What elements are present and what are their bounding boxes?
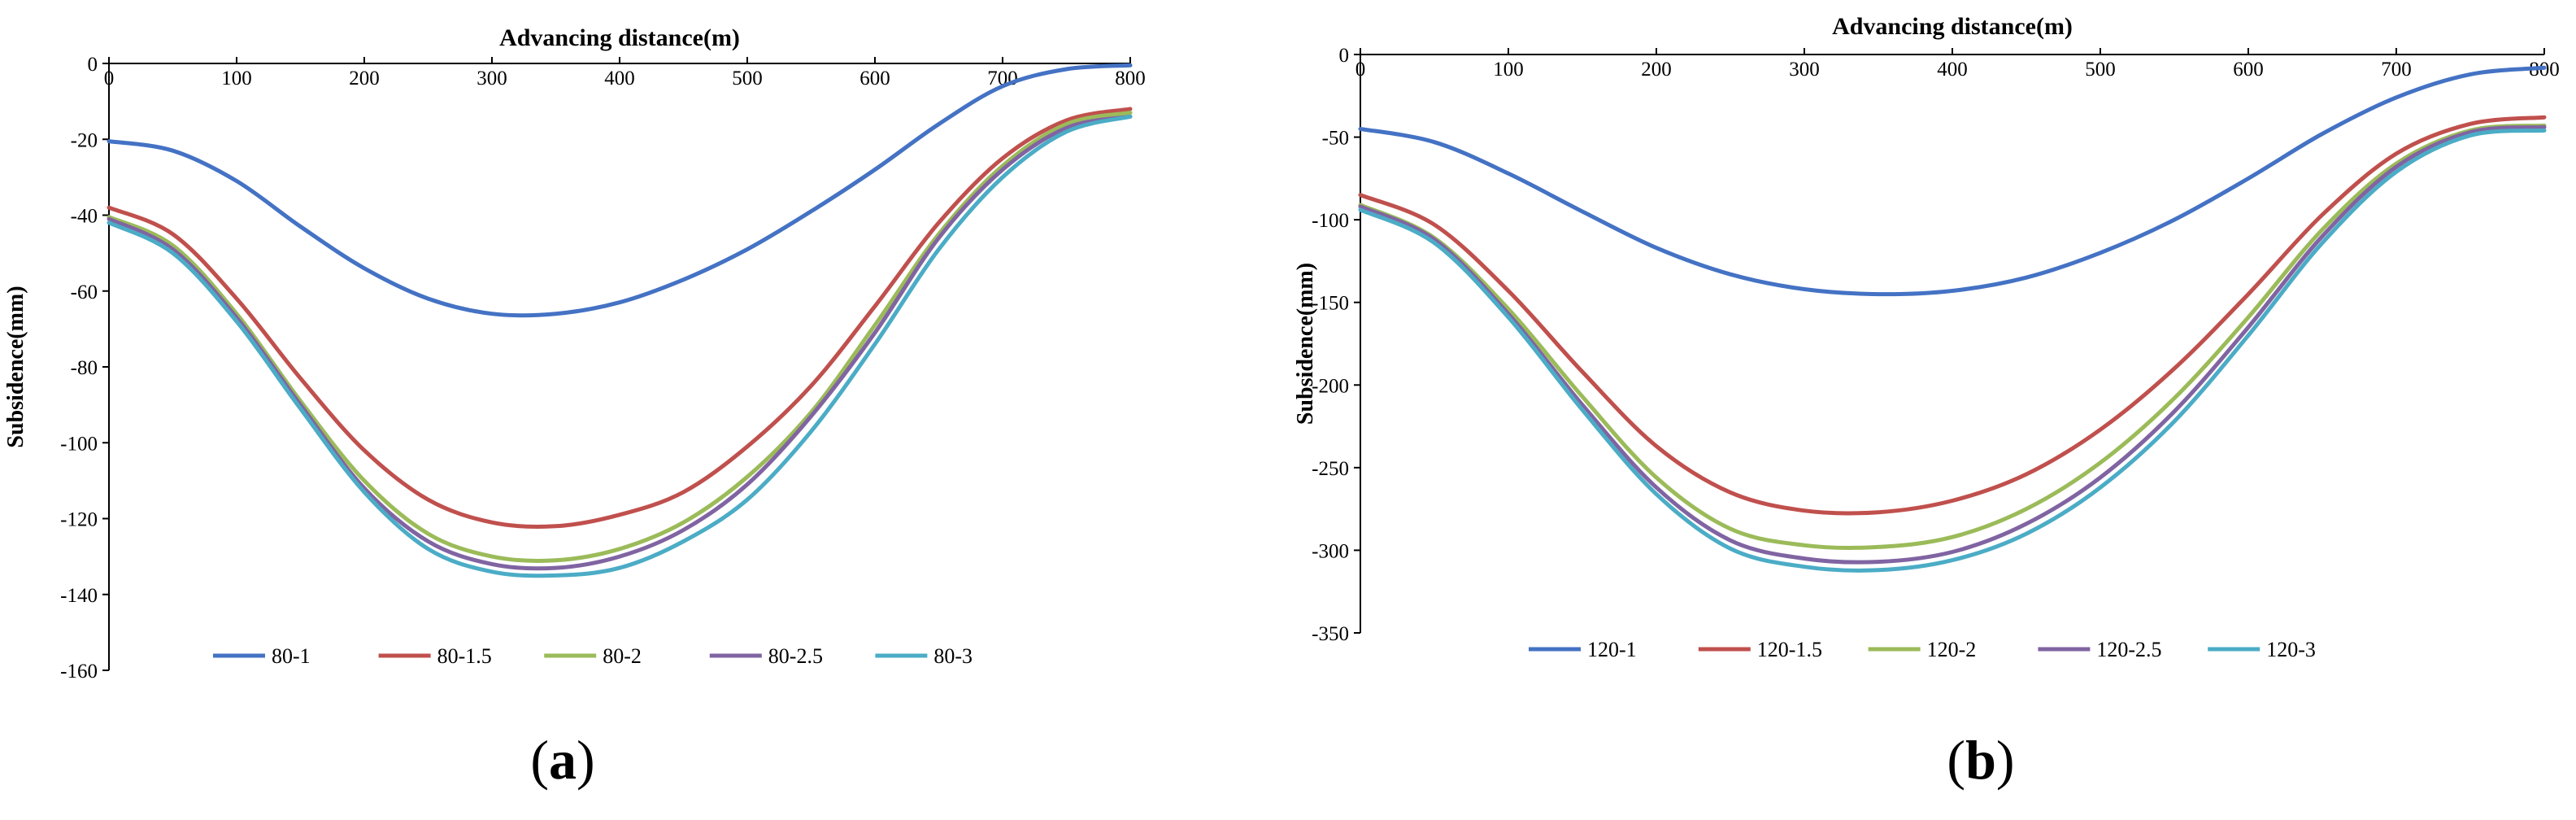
chart-b-y-tick-label: -100 [1312, 210, 1349, 232]
chart-b-series-line-120-2.5 [1358, 124, 2547, 565]
chart-b-legend-label-120-2: 120-2 [1927, 638, 1977, 661]
chart-b-y-tick-label: -150 [1312, 293, 1349, 315]
chart-b-legend-label-120-3: 120-3 [2266, 638, 2316, 661]
subsidence-chart-a: Advancing distance(m) Subsidence(mm) 0 100 2… [3, 24, 1146, 683]
chart-a-y-tick-label: -40 [71, 206, 98, 228]
chart-b-x-tick-label: 400 [1937, 59, 1968, 81]
chart-b-y-tick-label: 0 [1339, 45, 1350, 67]
chart-a-y-tick-label: -80 [71, 357, 98, 379]
chart-a-series-line-80-1 [107, 63, 1133, 318]
caption-a-letter: a [549, 729, 577, 791]
chart-b-y-tick-label: -200 [1312, 375, 1349, 397]
caption-b: (b) [1899, 728, 2062, 792]
chart-panel-b: Advancing distance(m) Subsidence(mm) 0 100 2… [1288, 0, 2576, 820]
chart-panel-a: Advancing distance(m) Subsidence(mm) 0 100 2… [3, 24, 1146, 792]
chart-a-y-tick-label: -120 [60, 509, 98, 531]
chart-a-y-tick-label: -100 [60, 433, 98, 455]
chart-a-x-tick-label: 300 [476, 68, 507, 89]
chart-a-legend-label-80-3: 80-3 [933, 644, 973, 668]
subsidence-chart-b: Advancing distance(m) Subsidence(mm) 0 100 2… [1293, 13, 2560, 661]
chart-a-x-tick-label: 200 [349, 68, 380, 89]
caption-b-letter: b [1965, 729, 1996, 791]
chart-b-x-tick-label: 700 [2381, 59, 2412, 81]
chart-a-series-line-80-1.5 [107, 107, 1133, 530]
chart-b-x-tick-label: 500 [2085, 59, 2116, 81]
chart-b-x-tick-label: 100 [1493, 59, 1524, 81]
chart-a-y-tick-label: 0 [88, 54, 98, 76]
chart-b-series-line-120-1.5 [1358, 115, 2547, 516]
caption-a-close: ) [577, 729, 595, 791]
chart-a-y-axis-label: Subsidence(mm) [3, 286, 28, 447]
chart-b-x-tick-label: 300 [1789, 59, 1820, 81]
caption-a: (a) [481, 728, 644, 792]
caption-b-open: ( [1947, 729, 1966, 791]
chart-a-legend-label-80-2.5: 80-2.5 [768, 644, 823, 668]
chart-a-axis-title: Advancing distance(m) [499, 24, 740, 51]
chart-a-series-line-80-2.5 [107, 114, 1133, 571]
chart-a-legend-label-80-1: 80-1 [272, 644, 311, 668]
chart-b-legend-label-120-1.5: 120-1.5 [1757, 638, 1822, 661]
chart-b-series-line-120-2 [1358, 123, 2547, 550]
chart-b-x-tick-label: 0 [1355, 59, 1366, 81]
chart-b-series-line-120-1 [1358, 65, 2547, 297]
chart-a-y-tick-label: -160 [60, 661, 98, 683]
chart-a-y-tick-label: -20 [71, 129, 98, 151]
chart-b-legend-label-120-2.5: 120-2.5 [2096, 638, 2161, 661]
chart-b-legend-label-120-1: 120-1 [1587, 638, 1637, 661]
chart-b-y-tick-label: -300 [1312, 540, 1349, 562]
chart-a-x-tick-label: 0 [104, 68, 115, 89]
chart-a-x-tick-label: 800 [1115, 68, 1146, 89]
chart-b-x-tick-label: 200 [1641, 59, 1672, 81]
chart-b-y-tick-label: -350 [1312, 623, 1349, 645]
chart-a-x-tick-label: 500 [732, 68, 763, 89]
chart-a-x-tick-label: 400 [604, 68, 635, 89]
chart-b-y-tick-label: -250 [1312, 458, 1349, 480]
chart-a-x-tick-label: 600 [859, 68, 890, 89]
chart-a-y-tick-label: -60 [71, 281, 98, 303]
chart-b-series-line-120-3 [1358, 128, 2547, 573]
chart-b-x-tick-label: 600 [2233, 59, 2264, 81]
chart-a-legend-label-80-1.5: 80-1.5 [437, 644, 492, 668]
chart-b-y-tick-label: -50 [1322, 128, 1349, 150]
chart-b-axis-title: Advancing distance(m) [1832, 13, 2073, 40]
chart-a-series-line-80-3 [107, 114, 1133, 578]
chart-a-x-tick-label: 100 [221, 68, 252, 89]
chart-b-y-axis-label: Subsidence(mm) [1293, 263, 1318, 425]
caption-b-close: ) [1995, 729, 2015, 791]
chart-a-y-tick-label: -140 [60, 585, 98, 607]
caption-a-open: ( [530, 729, 549, 791]
chart-a-legend-label-80-2: 80-2 [603, 644, 642, 668]
